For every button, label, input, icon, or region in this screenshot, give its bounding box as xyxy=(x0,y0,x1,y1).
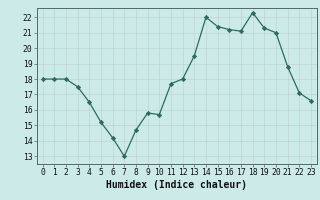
X-axis label: Humidex (Indice chaleur): Humidex (Indice chaleur) xyxy=(106,180,247,190)
